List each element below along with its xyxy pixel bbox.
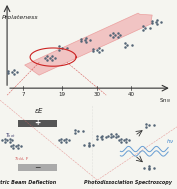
Text: $T_{hot}$: $T_{hot}$: [5, 131, 16, 140]
FancyBboxPatch shape: [18, 164, 57, 171]
FancyBboxPatch shape: [18, 120, 57, 127]
Text: 30: 30: [94, 92, 101, 97]
Text: 7: 7: [21, 92, 25, 97]
Text: $h\nu$: $h\nu$: [166, 137, 175, 145]
Text: 40: 40: [127, 92, 135, 97]
FancyArrow shape: [25, 13, 153, 75]
Text: Photodissociation Spectroscopy: Photodissociation Spectroscopy: [84, 180, 171, 184]
Text: Prolateness: Prolateness: [2, 15, 38, 20]
Text: Sn$_N$: Sn$_N$: [159, 96, 170, 105]
Text: +: +: [34, 118, 40, 127]
Text: Electric Beam Deflection: Electric Beam Deflection: [0, 180, 57, 184]
Text: 19: 19: [58, 92, 65, 97]
Text: $\varepsilon$E: $\varepsilon$E: [34, 106, 44, 115]
Text: −: −: [34, 163, 40, 172]
Text: $T_{cold}$, F: $T_{cold}$, F: [14, 155, 30, 163]
